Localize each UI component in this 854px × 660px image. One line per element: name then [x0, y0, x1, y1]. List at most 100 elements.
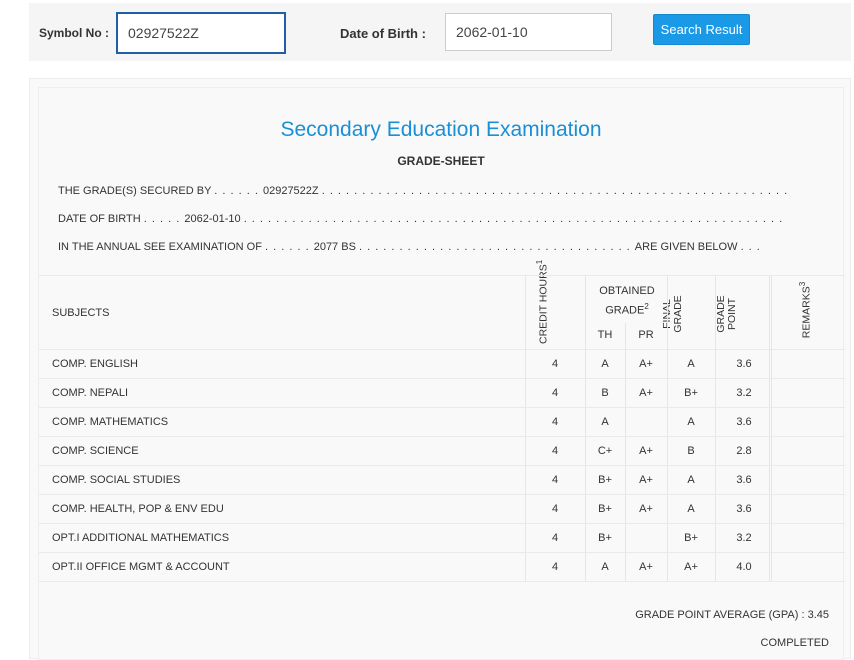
cell-credit: 4 [551, 474, 559, 486]
intro-dob-label: DATE OF BIRTH [58, 213, 141, 225]
table-row: COMP. ENGLISH 4 A A+ A 3.6 [39, 350, 845, 379]
gpa-value: 3.45 [807, 609, 829, 621]
header-th: TH [597, 329, 613, 341]
header-grade-point: GRADE POINT [715, 295, 738, 333]
cell-th: A [601, 358, 609, 370]
cell-final: A+ [684, 561, 698, 573]
table-column-divider [585, 275, 586, 582]
table-row-divider [39, 581, 845, 582]
cell-credit: 4 [551, 387, 559, 399]
header-credit-hours-text: CREDIT HOURS [537, 264, 550, 344]
header-credit-hours: CREDIT HOURS1 [534, 260, 576, 344]
intro-exam-label: IN THE ANNUAL SEE EXAMINATION OF [58, 241, 262, 253]
cell-credit: 4 [551, 503, 559, 515]
intro-line-secured-by: THE GRADE(S) SECURED BY . . . . . . 0292… [58, 185, 789, 197]
intro-dob-value: 2062-01-10 [184, 213, 241, 225]
table-row: COMP. NEPALI 4 B A+ B+ 3.2 [39, 379, 845, 408]
subject-name: COMP. ENGLISH [52, 358, 138, 370]
header-final-grade: FINAL GRADE [661, 295, 684, 333]
subject-name: COMP. MATHEMATICS [52, 416, 169, 428]
cell-gp: 3.6 [736, 358, 752, 370]
intro-symbol-value: 02927522Z [262, 185, 319, 197]
table-row: COMP. MATHEMATICS 4 A A 3.6 [39, 408, 845, 437]
grade-sheet-title: GRADE-SHEET [397, 154, 485, 168]
cell-th: B+ [598, 474, 612, 486]
gpa-label: GRADE POINT AVERAGE (GPA) : [635, 609, 805, 621]
intro-given-below: ARE GIVEN BELOW [634, 241, 738, 253]
header-pr: PR [638, 329, 654, 341]
table-header-border [39, 349, 845, 350]
intro-line-dob: DATE OF BIRTH . . . . . 2062-01-10 . . .… [58, 213, 784, 225]
table-row-divider [39, 465, 845, 466]
header-obtained-grade-text: OBTAINED GRADE [599, 285, 655, 317]
cell-pr: A+ [639, 503, 653, 515]
table-row-divider [39, 494, 845, 495]
cell-th: B+ [598, 532, 612, 544]
cell-credit: 4 [551, 561, 559, 573]
cell-th: A [601, 561, 609, 573]
cell-final: B+ [684, 532, 698, 544]
search-result-button[interactable]: Search Result [653, 14, 750, 45]
subject-name: COMP. NEPALI [52, 387, 129, 399]
result-panel: Secondary Education Examination GRADE-SH… [29, 78, 851, 660]
cell-final: A [687, 503, 695, 515]
table-row-divider [39, 552, 845, 553]
table-column-divider [769, 275, 770, 582]
table-row-divider [39, 523, 845, 524]
intro-secured-by-label: THE GRADE(S) SECURED BY [58, 185, 212, 197]
table-column-divider [625, 323, 626, 582]
cell-gp: 3.2 [736, 387, 752, 399]
header-obtained-grade: OBTAINED GRADE2 [587, 283, 667, 319]
cell-credit: 4 [551, 532, 559, 544]
header-obtained-sup: 2 [644, 302, 649, 311]
cell-credit: 4 [551, 445, 559, 457]
cell-gp: 3.6 [736, 416, 752, 428]
header-remarks: REMARKS3 [797, 280, 819, 340]
header-remarks-text: REMARKS [800, 286, 813, 339]
table-row: COMP. SCIENCE 4 C+ A+ B 2.8 [39, 437, 845, 466]
header-subjects: SUBJECTS [52, 307, 110, 319]
symbol-no-input[interactable] [116, 12, 286, 54]
cell-pr: A+ [639, 445, 653, 457]
cell-pr: A+ [639, 561, 653, 573]
result-status: COMPLETED [760, 637, 829, 649]
cell-gp: 2.8 [736, 445, 752, 457]
intro-line-exam: IN THE ANNUAL SEE EXAMINATION OF . . . .… [58, 241, 761, 253]
gpa-line: GRADE POINT AVERAGE (GPA) : 3.45 [635, 609, 829, 621]
cell-pr: A+ [639, 358, 653, 370]
cell-final: A [687, 358, 695, 370]
cell-credit: 4 [551, 416, 559, 428]
cell-gp: 3.6 [736, 474, 752, 486]
exam-title: Secondary Education Examination [280, 118, 602, 141]
cell-gp: 3.2 [736, 532, 752, 544]
table-row-divider [39, 378, 845, 379]
table-column-divider [667, 275, 668, 582]
date-of-birth-input[interactable] [445, 13, 612, 51]
date-of-birth-label: Date of Birth : [340, 26, 426, 41]
table-row: OPT.I ADDITIONAL MATHEMATICS 4 B+ B+ 3.2 [39, 524, 845, 553]
subject-name: COMP. SOCIAL STUDIES [52, 474, 181, 486]
table-row-divider [39, 436, 845, 437]
table-row: COMP. HEALTH, POP & ENV EDU 4 B+ A+ A 3.6 [39, 495, 845, 524]
cell-th: B+ [598, 503, 612, 515]
cell-gp: 3.6 [736, 503, 752, 515]
subject-name: OPT.II OFFICE MGMT & ACCOUNT [52, 561, 230, 573]
cell-gp: 4.0 [736, 561, 752, 573]
cell-th: A [601, 416, 609, 428]
cell-final: B [687, 445, 695, 457]
table-row: COMP. SOCIAL STUDIES 4 B+ A+ A 3.6 [39, 466, 845, 495]
search-bar: Symbol No : Date of Birth : Search Resul… [29, 3, 851, 61]
grade-sheet: Secondary Education Examination GRADE-SH… [38, 87, 845, 660]
table-row-divider [39, 407, 845, 408]
subject-name: COMP. HEALTH, POP & ENV EDU [52, 503, 224, 515]
cell-th: B [601, 387, 609, 399]
cell-th: C+ [597, 445, 613, 457]
symbol-no-label: Symbol No : [39, 26, 110, 40]
cell-final: A [687, 416, 695, 428]
header-remarks-sup: 3 [798, 281, 807, 287]
cell-credit: 4 [551, 358, 559, 370]
cell-final: B+ [684, 387, 698, 399]
table-column-divider [525, 275, 526, 582]
cell-final: A [687, 474, 695, 486]
table-top-border [39, 275, 845, 276]
